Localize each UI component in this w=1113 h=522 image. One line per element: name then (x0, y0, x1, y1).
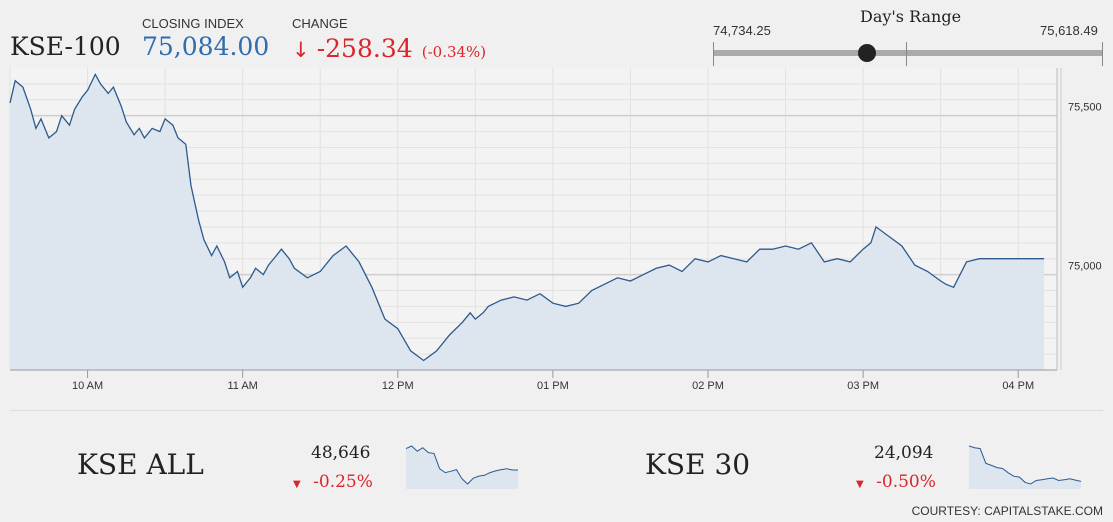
kse-30-value: 24,094 (874, 443, 934, 463)
x-tick-label: 12 PM (382, 380, 414, 392)
days-range-track (713, 50, 1102, 56)
days-range-low: 74,734.25 (713, 23, 771, 38)
arrow-down-icon: ▼ (856, 479, 864, 490)
kse-all-name: KSE ALL (77, 448, 204, 481)
days-range-tick-middle (906, 42, 907, 66)
x-tick-label: 01 PM (537, 380, 569, 392)
sparkline-area (406, 446, 518, 489)
kse-30-name: KSE 30 (645, 448, 751, 481)
y-tick-label: 75,000 (1068, 261, 1102, 273)
kse-30-sparkline (968, 445, 1082, 489)
x-tick-label: 11 AM (227, 380, 257, 392)
kse100-intraday-chart: 10 AM 11 AM 12 PM 01 PM 02 PM 03 PM 04 PM 75,50… (9, 68, 1102, 392)
index-name: KSE-100 (10, 32, 121, 61)
closing-index-value: 75,084.00 (142, 32, 270, 61)
sparkline-line (405, 445, 518, 485)
days-range-title: Day's Range (860, 7, 962, 26)
price-area (10, 74, 1045, 371)
days-range-high: 75,618.49 (1040, 23, 1098, 38)
x-tick-label: 04 PM (1002, 380, 1034, 392)
change-label: CHANGE (292, 16, 348, 31)
courtesy-credit: COURTESY: CAPITALSTAKE.COM (911, 504, 1103, 518)
y-tick-label: 75,500 (1068, 102, 1102, 114)
days-range-marker (857, 44, 876, 62)
x-tick-label: 10 AM (72, 380, 103, 392)
x-tick-label: 02 PM (692, 380, 724, 392)
change-row: ↓ -258.34 (-0.34%) (292, 34, 486, 63)
kse-all-change: ▼ -0.25% (293, 472, 373, 492)
arrow-down-icon: ▼ (293, 479, 301, 490)
kse-30-change-pct: -0.50% (876, 472, 936, 492)
section-divider (10, 410, 1103, 411)
arrow-down-icon: ↓ (292, 38, 310, 62)
kse-all-value: 48,646 (311, 443, 371, 463)
change-percent: (-0.34%) (421, 43, 487, 61)
closing-index-label: CLOSING INDEX (142, 16, 244, 31)
change-value: -258.34 (316, 34, 413, 63)
days-range-tick-right (1102, 42, 1103, 66)
kse-all-change-pct: -0.25% (313, 472, 373, 492)
sparkline-line (968, 445, 1082, 485)
price-line (9, 72, 1045, 362)
kse-all-sparkline (405, 445, 518, 489)
x-tick-label: 03 PM (847, 380, 879, 392)
chart-axes: 10 AM 11 AM 12 PM 01 PM 02 PM 03 PM 04 PM 75,50… (10, 68, 1102, 392)
kse-30-change: ▼ -0.50% (856, 472, 936, 492)
days-range-tick-left (713, 42, 714, 66)
